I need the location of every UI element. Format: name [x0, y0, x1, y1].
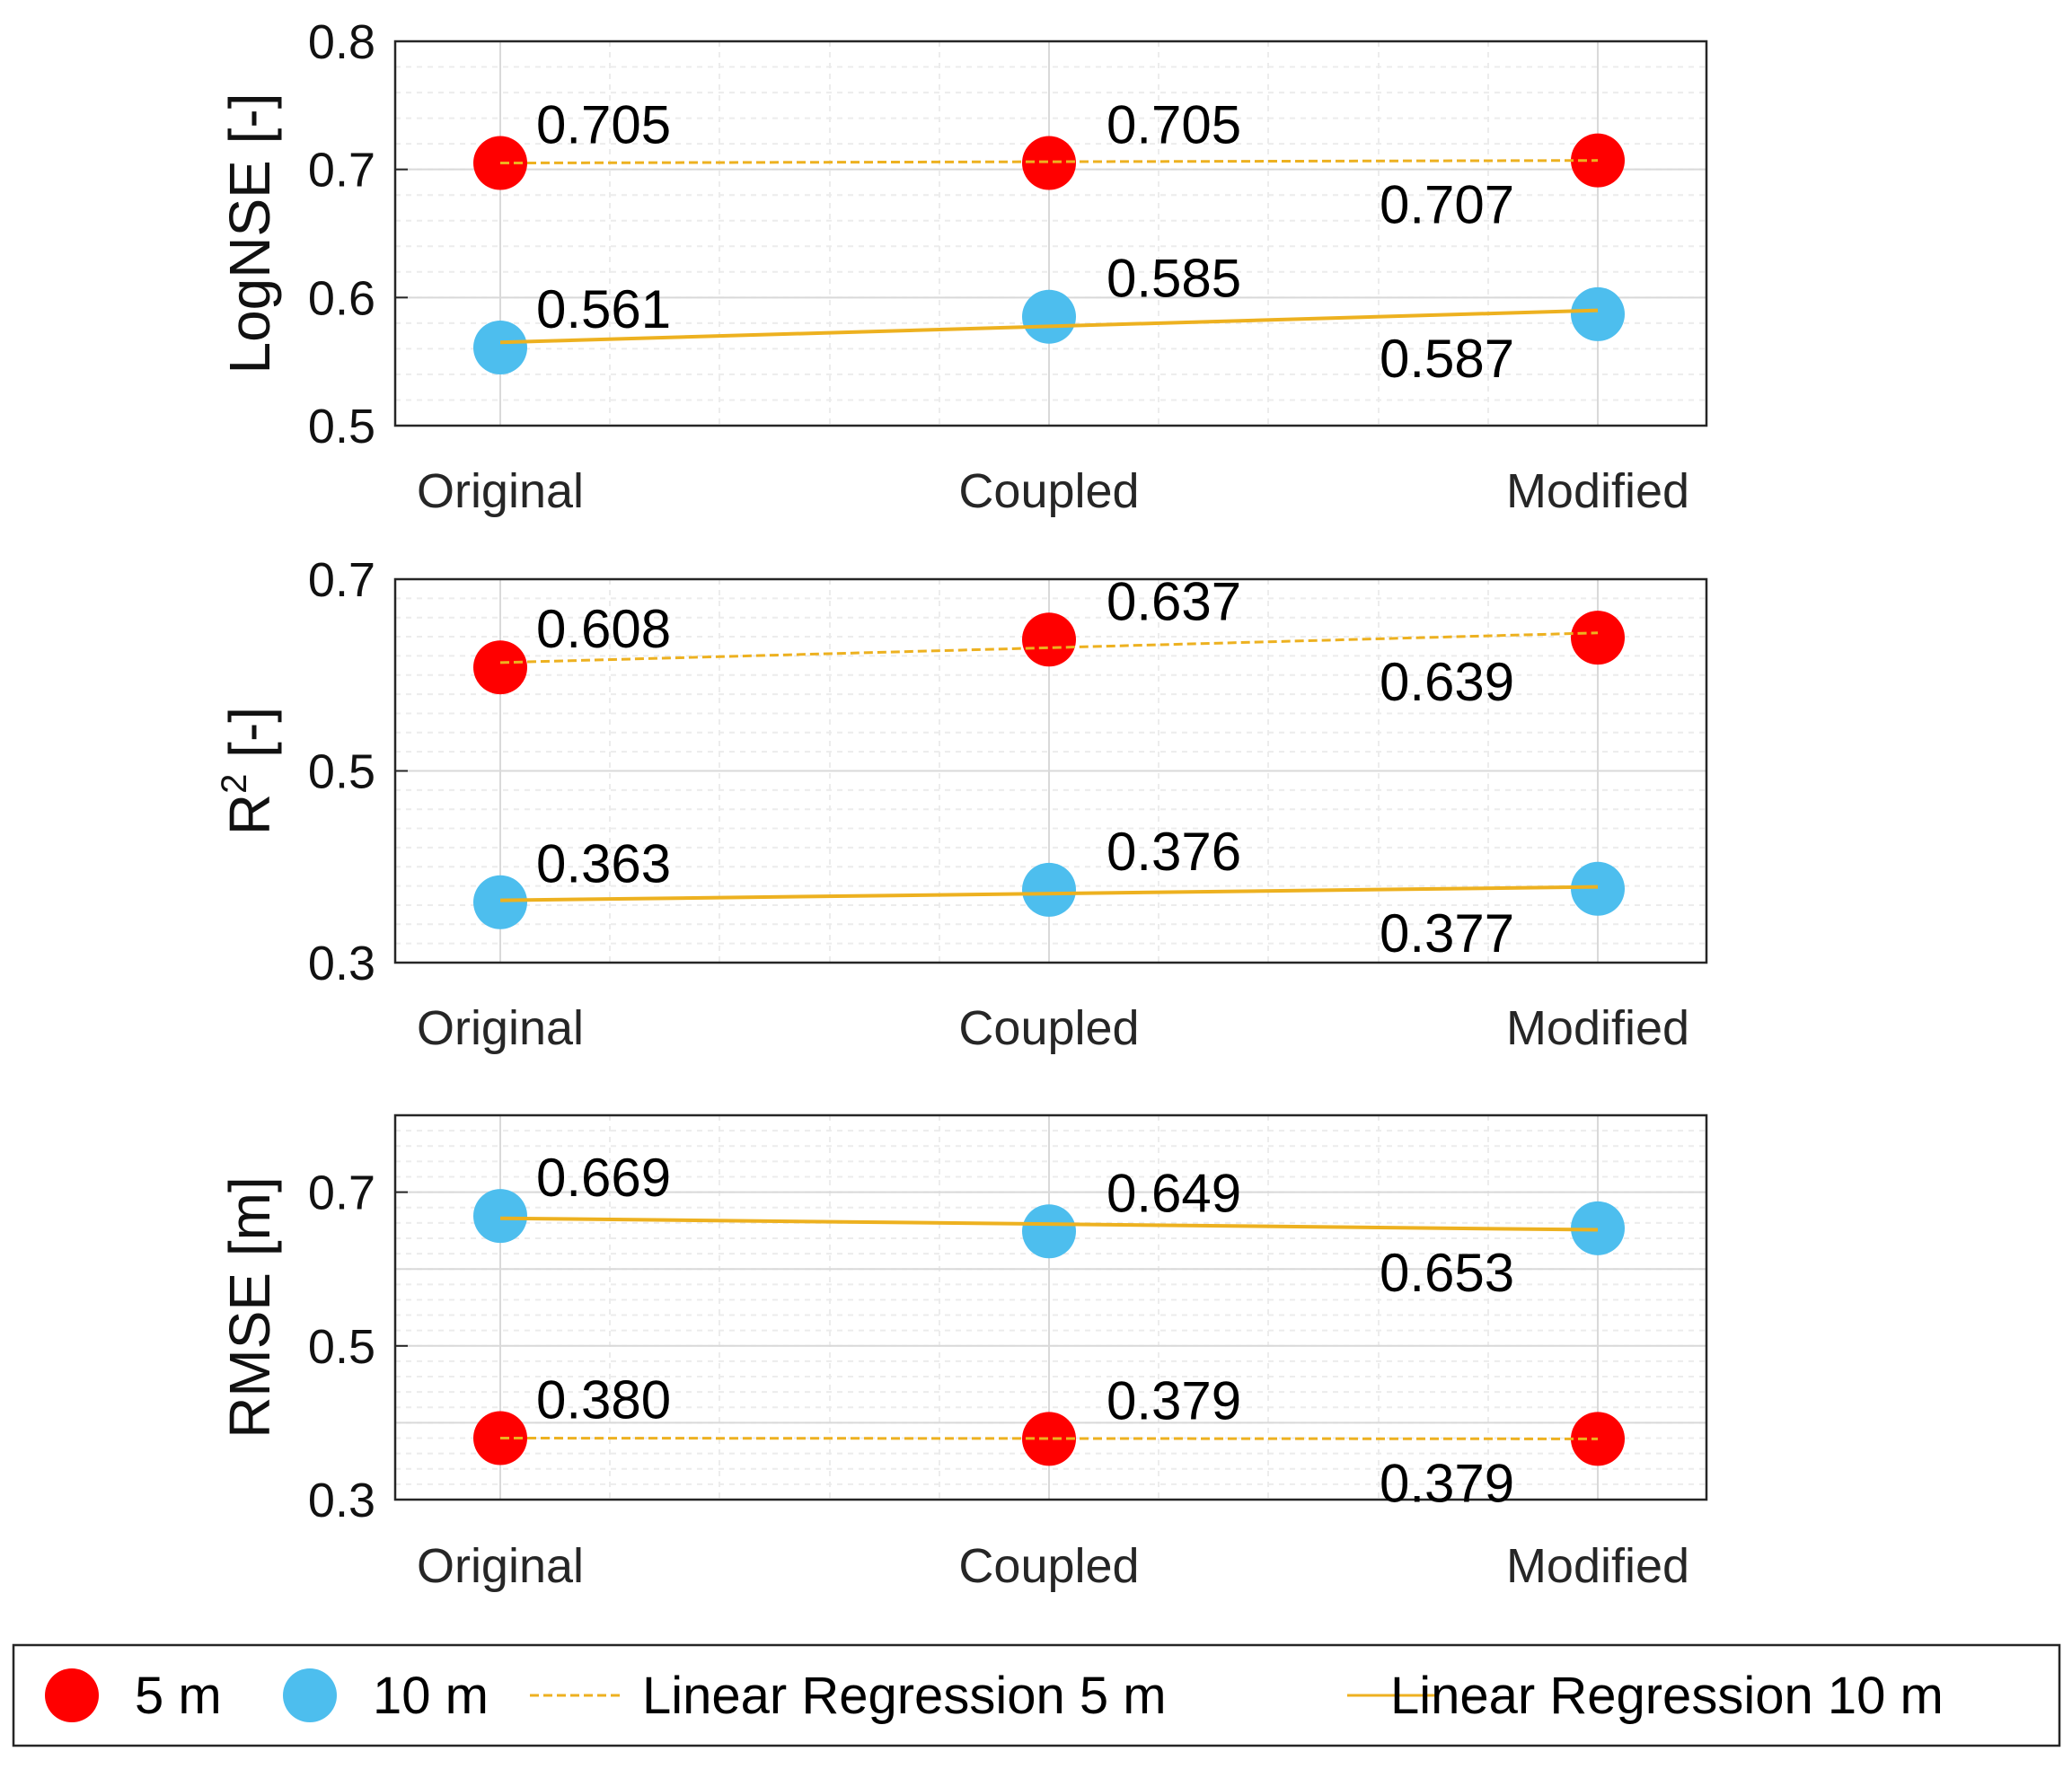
legend-label: Linear Regression 10 m	[1390, 1667, 1944, 1725]
y-tick-label: 0.3	[308, 1474, 375, 1527]
data-label: 0.707	[1380, 175, 1514, 235]
marker-5m	[1022, 136, 1076, 190]
marker-10m	[1022, 1204, 1076, 1259]
data-label: 0.587	[1380, 329, 1514, 389]
y-axis-label-sup: 2	[215, 774, 254, 794]
data-label: 0.705	[536, 95, 671, 155]
y-axis-label-main: R	[217, 794, 282, 835]
regression-line-10m	[499, 308, 1599, 345]
data-label: 0.653	[1380, 1243, 1514, 1303]
data-label: 0.379	[1107, 1370, 1241, 1430]
y-tick-label: 0.7	[308, 1166, 375, 1220]
x-category-label: Coupled	[958, 464, 1139, 518]
regression-line-10m	[499, 1216, 1599, 1232]
data-label: 0.585	[1107, 249, 1241, 309]
marker-10m	[1022, 289, 1076, 344]
axes-box	[393, 577, 1708, 964]
legend-box	[12, 1643, 2061, 1747]
data-label: 0.363	[536, 834, 671, 894]
y-axis-label: R2 [-]	[215, 707, 282, 835]
legend-marker	[45, 1668, 99, 1722]
data-label: 0.608	[536, 599, 671, 659]
regression-line-5m	[499, 159, 1599, 165]
legend-label: Linear Regression 5 m	[642, 1667, 1167, 1725]
data-label: 0.649	[1107, 1163, 1241, 1223]
marker-10m	[1022, 862, 1076, 917]
legend-label: 5 m	[135, 1667, 222, 1725]
regression-line-10m	[499, 884, 1599, 902]
marker-5m	[1022, 612, 1076, 667]
x-category-label: Original	[417, 464, 584, 518]
x-category-label: Modified	[1506, 1539, 1689, 1593]
data-label: 0.376	[1107, 822, 1241, 882]
x-category-label: Coupled	[958, 1001, 1139, 1055]
y-tick-label: 0.3	[308, 937, 375, 990]
data-label: 0.637	[1107, 571, 1241, 631]
y-tick-label: 0.7	[308, 144, 375, 198]
x-category-label: Original	[417, 1539, 584, 1593]
marker-10m	[1571, 861, 1625, 916]
marker-5m	[1022, 1412, 1076, 1466]
data-label: 0.705	[1107, 95, 1241, 155]
panel-3: 0.3 0.5 0.7 Original Coupled Modified RMSE [m]…	[217, 1113, 1708, 1593]
marker-10m	[473, 875, 527, 929]
y-tick-label: 0.8	[308, 15, 375, 69]
data-label: 0.669	[536, 1148, 671, 1208]
x-category-label: Modified	[1506, 1001, 1689, 1055]
panel-2: 0.3 0.5 0.7 Original Coupled Modified R2 [-] 0.…	[215, 553, 1708, 1055]
legend: 5 m 10 m Linear Regression 5 m Linear Regre…	[12, 1643, 2061, 1747]
y-tick-label: 0.6	[308, 271, 375, 325]
marker-10m	[473, 1189, 527, 1244]
y-tick-label: 0.7	[308, 553, 375, 607]
axes-box	[393, 40, 1708, 427]
marker-10m	[473, 320, 527, 374]
x-category-label: Coupled	[958, 1539, 1139, 1593]
axes-box	[393, 1113, 1708, 1501]
plot-area	[395, 41, 1706, 426]
y-axis-label: RMSE [m]	[217, 1176, 282, 1439]
legend-marker	[283, 1668, 337, 1722]
data-label: 0.561	[536, 279, 671, 339]
data-label: 0.379	[1380, 1453, 1514, 1513]
regression-line-5m	[499, 631, 1599, 664]
legend-label: 10 m	[373, 1667, 489, 1725]
data-label: 0.377	[1380, 903, 1514, 964]
x-category-label: Original	[417, 1001, 584, 1055]
marker-10m	[1571, 286, 1625, 341]
marker-5m	[1571, 611, 1625, 665]
data-label: 0.380	[536, 1370, 671, 1430]
marker-5m	[473, 640, 527, 695]
panel-1: 0.5 0.6 0.7 0.8 Original Coupled Modified LogNS…	[217, 15, 1708, 518]
data-label: 0.639	[1380, 652, 1514, 712]
x-category-label: Modified	[1506, 464, 1689, 518]
y-axis-label-unit: [-]	[217, 707, 282, 774]
y-tick-label: 0.5	[308, 745, 375, 799]
y-tick-label: 0.5	[308, 400, 375, 453]
y-tick-label: 0.5	[308, 1320, 375, 1374]
y-axis-label: LogNSE [-]	[217, 92, 282, 374]
